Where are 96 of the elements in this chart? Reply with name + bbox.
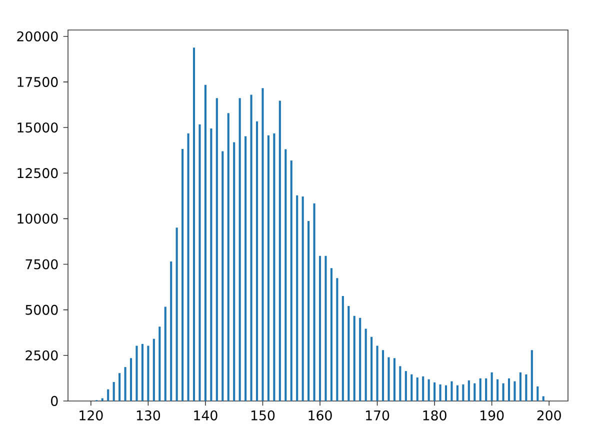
bar <box>530 350 533 401</box>
bar <box>399 366 402 401</box>
bar <box>204 84 206 401</box>
bar <box>238 98 241 401</box>
bar <box>439 384 442 401</box>
bar <box>525 374 528 401</box>
bar <box>118 373 121 401</box>
bar <box>308 221 310 401</box>
bar <box>324 256 327 401</box>
bar <box>348 306 350 401</box>
bar <box>296 195 298 401</box>
bar <box>244 136 247 401</box>
bar <box>416 377 418 401</box>
bar <box>370 336 373 401</box>
bar <box>182 149 184 401</box>
bar <box>170 262 172 401</box>
bar <box>404 371 407 401</box>
bar <box>192 48 196 401</box>
bar <box>124 367 126 401</box>
y-tick-label: 7500 <box>26 259 58 270</box>
bar <box>519 372 522 401</box>
bar <box>382 350 384 401</box>
x-tick-label: 190 <box>480 410 504 420</box>
bar <box>278 100 281 401</box>
bar <box>353 316 356 401</box>
bar <box>313 203 316 401</box>
bar <box>388 357 390 401</box>
y-tick-label: 20000 <box>17 31 58 42</box>
bar <box>502 383 504 401</box>
bar <box>262 88 264 401</box>
bar <box>222 151 224 401</box>
bar <box>250 94 252 401</box>
bar <box>101 398 104 401</box>
bar <box>216 98 218 401</box>
y-tick-label: 12500 <box>18 168 58 178</box>
bar <box>393 358 396 401</box>
bar <box>508 378 510 401</box>
y-tick-label: 2500 <box>26 350 58 360</box>
bar <box>364 328 367 401</box>
bar <box>422 376 424 401</box>
bar <box>210 128 212 401</box>
bar <box>474 383 476 401</box>
x-tick-label: 180 <box>423 410 446 420</box>
bar <box>107 389 110 401</box>
y-tick-label: 0 <box>51 396 58 406</box>
bar <box>330 268 332 401</box>
bar <box>490 372 493 401</box>
bar <box>376 346 378 401</box>
bar <box>359 318 362 401</box>
x-tick-label: 140 <box>194 410 218 420</box>
y-tick-label: 15000 <box>18 122 58 133</box>
bar <box>496 379 499 401</box>
bar <box>284 149 287 401</box>
x-tick-label: 170 <box>366 410 390 420</box>
bar <box>187 133 190 401</box>
bar <box>273 133 276 401</box>
bar <box>434 382 436 401</box>
bar <box>410 374 413 401</box>
bar <box>290 160 292 401</box>
bar <box>176 228 178 401</box>
bar <box>542 396 544 401</box>
bar <box>468 380 470 401</box>
bar <box>444 385 448 401</box>
bar <box>514 381 516 401</box>
bar <box>164 306 166 401</box>
bar <box>152 338 155 401</box>
bar <box>158 326 161 401</box>
bar <box>141 344 144 401</box>
bar <box>256 121 258 401</box>
bar <box>485 378 488 401</box>
bar <box>302 196 304 401</box>
bar <box>147 346 150 401</box>
bar <box>462 384 464 401</box>
bar <box>536 386 539 401</box>
x-tick-label: 160 <box>308 410 332 420</box>
x-tick-label: 150 <box>251 410 275 420</box>
bar <box>318 256 322 401</box>
bar <box>227 113 230 401</box>
x-tick-label: 200 <box>537 410 561 420</box>
y-tick-label: 10000 <box>18 214 58 224</box>
bar <box>428 379 430 401</box>
bar <box>136 346 138 401</box>
bar <box>233 142 236 401</box>
bar <box>336 278 338 401</box>
x-tick-label: 130 <box>136 410 160 420</box>
y-tick-label: 17500 <box>18 76 58 87</box>
bar <box>267 135 270 401</box>
y-tick-label: 5000 <box>26 304 58 315</box>
bar <box>456 385 458 401</box>
bar <box>130 358 132 401</box>
bar <box>198 124 201 401</box>
bar <box>450 381 453 401</box>
bar <box>479 378 482 401</box>
x-tick-label: 120 <box>80 410 103 420</box>
bar <box>112 382 115 401</box>
bar <box>342 296 344 401</box>
